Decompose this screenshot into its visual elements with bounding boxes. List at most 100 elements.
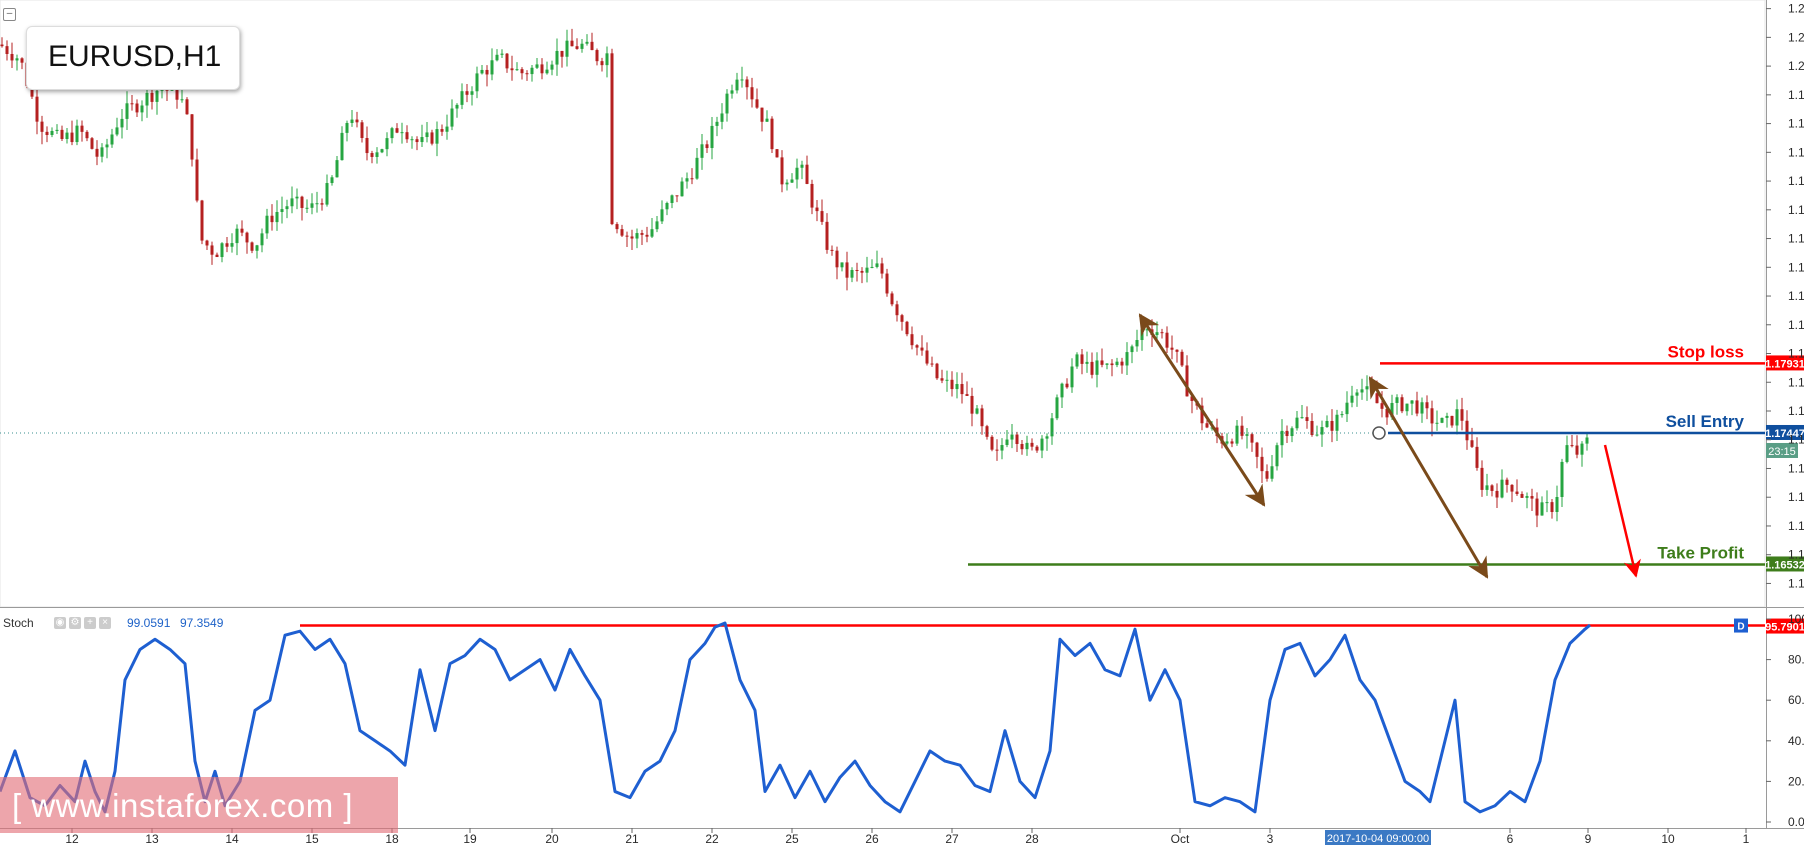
candle-body (895, 304, 899, 316)
symbol-title-box (26, 26, 240, 90)
time-tick-label: 21 (625, 832, 639, 845)
time-tick-label: 27 (945, 832, 959, 845)
collapse-icon[interactable]: – (3, 8, 16, 21)
candle-body (195, 159, 199, 201)
stochastic-label[interactable]: Stoch (3, 616, 34, 630)
candle-body (1205, 423, 1209, 428)
stoch-badge-text: D (1737, 622, 1744, 633)
level-name: Sell Entry (1666, 412, 1745, 431)
candle-body (1370, 386, 1374, 394)
candle-body (1035, 446, 1039, 451)
candle-body (1005, 439, 1009, 446)
candle-body (1505, 479, 1509, 485)
gear-icon[interactable]: ⚙ (69, 617, 81, 629)
candle-body (1355, 392, 1359, 396)
candle-body (365, 138, 369, 154)
candle-body (680, 181, 684, 197)
time-tick-label: 28 (1025, 832, 1039, 845)
candle-body (530, 67, 534, 75)
candle-body (295, 196, 299, 199)
candle-body (1545, 502, 1549, 504)
candle-body (455, 104, 459, 109)
countdown-value: 23:15 (1768, 446, 1796, 458)
stochastic-k-value: 99.0591 (127, 616, 171, 630)
candle-body (1585, 437, 1589, 444)
candle-body (1365, 386, 1369, 390)
candle-body (665, 203, 669, 210)
candle-body (260, 233, 264, 246)
candle-body (495, 54, 499, 61)
candle-body (1510, 484, 1514, 492)
candle-body (1535, 498, 1539, 516)
brown-arrow (1368, 376, 1489, 579)
candle-body (780, 157, 784, 185)
price-tick-label: 1.16600 (1788, 548, 1804, 562)
candle-body (1120, 361, 1124, 366)
candle-body (320, 203, 324, 205)
candle-body (370, 153, 374, 157)
candle-body (1455, 409, 1459, 426)
time-tick-label: 18 (385, 832, 399, 845)
candle-body (385, 138, 389, 150)
candle-body (1560, 461, 1564, 498)
level-price-badge (1766, 556, 1804, 572)
candle-body (805, 164, 809, 184)
candle-body (860, 270, 864, 273)
candle-body (720, 113, 724, 122)
candle-body (1580, 443, 1584, 455)
time-tick-label: 1 (1743, 832, 1750, 845)
candle-body (0, 44, 4, 47)
candle-body (735, 79, 739, 91)
time-tick-label: 22 (705, 832, 719, 845)
candle-body (1160, 332, 1164, 334)
candle-body (45, 131, 49, 135)
candle-body (355, 119, 359, 123)
candle-body (830, 249, 834, 251)
level-name: Stop loss (1667, 342, 1744, 361)
candle-body (1445, 415, 1449, 418)
candle-body (1300, 417, 1304, 419)
candle-body (70, 132, 74, 143)
candle-body (1420, 402, 1424, 414)
candle-body (845, 262, 849, 278)
candle-body (985, 426, 989, 437)
candle-body (1165, 332, 1169, 348)
candle-body (130, 103, 134, 105)
candle-body (1350, 395, 1354, 403)
candle-body (1060, 383, 1064, 398)
stoch-value-badge (1766, 618, 1804, 634)
candle-body (305, 207, 309, 209)
candle-body (1180, 351, 1184, 366)
candle-body (695, 157, 699, 179)
candle-body (75, 125, 79, 143)
candle-body (435, 129, 439, 144)
candle-body (1265, 471, 1269, 479)
candle-body (40, 121, 44, 132)
candle-body (1295, 417, 1299, 429)
candle-body (995, 449, 999, 451)
candle-body (1440, 417, 1444, 423)
candle-body (1575, 445, 1579, 455)
candle-body (1335, 414, 1339, 431)
stoch-badge (1734, 618, 1748, 633)
candle-body (820, 211, 824, 222)
candle-body (415, 139, 419, 143)
candle-body (105, 144, 109, 148)
candle-body (520, 69, 524, 74)
plus-icon[interactable]: + (84, 617, 96, 629)
candle-body (1500, 479, 1504, 498)
candle-body (960, 384, 964, 395)
level-price-value: 1.17447 (1765, 428, 1804, 440)
candle-body (560, 50, 564, 57)
eye-icon[interactable]: ◉ (54, 617, 66, 629)
candle-body (840, 262, 844, 268)
close-icon[interactable]: × (99, 617, 111, 629)
candle-body (1170, 347, 1174, 350)
candle-body (1015, 434, 1019, 444)
candle-body (345, 122, 349, 133)
candle-body (1285, 430, 1289, 437)
candle-body (1305, 417, 1309, 421)
candle-body (650, 229, 654, 237)
candle-body (335, 160, 339, 178)
stochastic-controls: ◉ ⚙ + × (54, 617, 111, 629)
